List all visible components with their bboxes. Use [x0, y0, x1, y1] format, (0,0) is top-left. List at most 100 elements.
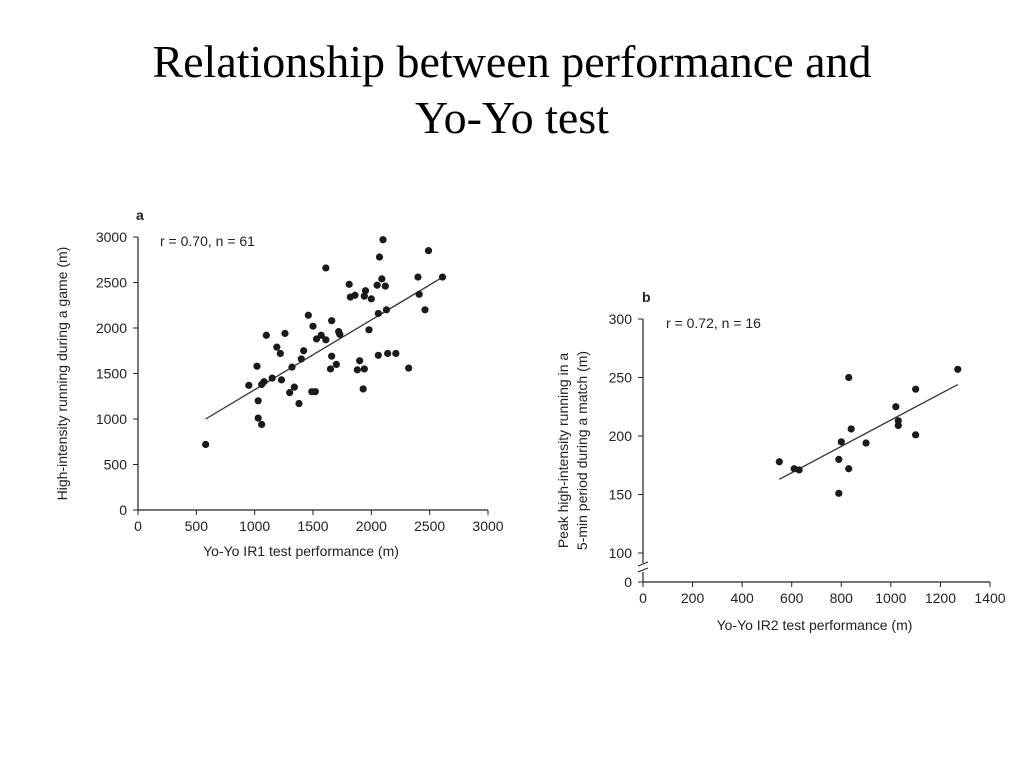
chart-a-point — [326, 365, 335, 373]
chart-a-point — [374, 351, 382, 359]
slide-title-line2: Yo-Yo test — [415, 92, 609, 143]
chart-a-point — [288, 363, 296, 371]
chart-a-x-tick-label: 500 — [185, 518, 209, 534]
chart-a-point — [300, 347, 308, 355]
chart-a-point — [202, 440, 210, 449]
chart-a-point — [367, 295, 375, 303]
chart-a-y-tick-label: 2000 — [96, 320, 127, 336]
chart-a-x-tick-label: 3000 — [472, 518, 503, 534]
chart-b-y-axis-label-line2: 5-min period during a match (m) — [574, 351, 590, 550]
chart-a-x-tick-label: 1500 — [297, 518, 328, 534]
chart-a-point — [286, 389, 294, 397]
chart-a-x-tick-label: 2000 — [356, 518, 387, 534]
slide-title-line1: Relationship between performance and — [152, 36, 872, 87]
chart-b-x-tick-label: 800 — [830, 590, 854, 606]
chart-a-point — [277, 376, 286, 384]
chart-a-y-tick-label: 500 — [104, 457, 128, 473]
chart-a-point — [373, 281, 381, 289]
chart-a-point — [309, 322, 317, 330]
chart-a-point — [276, 349, 284, 358]
chart-b-point — [845, 373, 853, 382]
chart-a-point — [273, 343, 281, 351]
chart-b-y-axis-label-line1: Peak high-intensity running in a — [555, 353, 571, 549]
chart-a-point — [268, 374, 276, 382]
chart-a-point — [392, 349, 400, 358]
chart-a-point — [360, 292, 368, 300]
chart-a-point — [351, 291, 359, 299]
chart-a-point — [295, 399, 303, 408]
chart-b-x-tick-label: 1200 — [925, 590, 956, 606]
chart-a-point — [424, 247, 433, 255]
chart-b-point — [862, 439, 870, 447]
chart-a-point — [381, 282, 389, 290]
chart-a-point — [345, 280, 353, 288]
chart-b-x-tick-label: 200 — [681, 590, 705, 606]
chart-a-point — [328, 352, 336, 360]
chart-a-point — [353, 366, 361, 374]
chart-a-point — [365, 326, 373, 334]
chart-a-point — [262, 331, 270, 339]
chart-a-point — [360, 365, 368, 373]
chart-a-point — [254, 414, 262, 422]
chart-b-point — [892, 403, 900, 411]
chart-b-annotation: r = 0.72, n = 16 — [666, 315, 761, 331]
chart-a-point — [384, 349, 392, 358]
chart-a-point — [322, 264, 330, 272]
chart-b-y-tick-label: 250 — [609, 370, 633, 386]
chart-a-y-axis-label: High-intensity running during a game (m) — [54, 247, 70, 501]
chart-a-x-tick-label: 0 — [134, 518, 142, 534]
chart-b-axis-break-mark — [637, 567, 649, 573]
chart-b-axis-break-mark — [637, 561, 649, 567]
chart-b-trendline — [779, 383, 959, 480]
chart-a-point — [290, 383, 298, 391]
chart-b-y-tick-label: 200 — [609, 428, 633, 444]
chart-a-x-tick-label: 1000 — [239, 518, 270, 534]
chart-a-point — [414, 273, 422, 281]
chart-a-point — [260, 378, 268, 386]
chart-a-point — [374, 309, 382, 318]
chart-b-point — [954, 365, 962, 373]
chart-a-point — [415, 290, 423, 298]
chart-a-point — [336, 330, 344, 338]
chart-b-point — [835, 489, 843, 497]
chart-b-point — [795, 466, 803, 474]
chart-b-point — [835, 455, 843, 463]
chart-a-point — [304, 311, 312, 319]
chart-a-y-tick-label: 2500 — [96, 275, 127, 291]
chart-b: 0 200 400 600 800 1000 1200 1400 100 150 200 250 300… — [555, 289, 1006, 633]
chart-a-trendline — [205, 277, 442, 420]
chart-b-x-tick-label: 1400 — [974, 590, 1005, 606]
chart-b-point — [894, 421, 902, 430]
chart-b-y-zero-label: 0 — [624, 574, 632, 590]
chart-a-point — [382, 306, 391, 314]
chart-a-point — [254, 397, 262, 405]
chart-a-point — [375, 253, 384, 261]
chart-b-point — [847, 425, 855, 433]
chart-a-y-tick-label: 1000 — [96, 411, 127, 427]
slide-title: Relationship between performance and Yo-… — [0, 34, 1024, 146]
chart-a-point — [332, 360, 340, 368]
chart-a-annotation: r = 0.70, n = 61 — [160, 233, 255, 249]
chart-a-point — [245, 381, 253, 389]
chart-a-point — [328, 317, 336, 325]
chart-b-x-tick-label: 600 — [780, 590, 804, 606]
chart-b-point — [775, 458, 783, 466]
chart-b-x-axis-label: Yo-Yo IR2 test performance (m) — [717, 617, 913, 633]
chart-b-y-tick-label: 150 — [609, 487, 633, 503]
chart-b-x-tick-label: 0 — [639, 590, 647, 606]
chart-a-panel-letter: a — [136, 207, 144, 223]
chart-a-point — [438, 273, 447, 281]
chart-b-point — [912, 385, 920, 393]
chart-b-point — [837, 438, 845, 446]
chart-a-point — [253, 362, 261, 370]
chart-a-point — [281, 329, 289, 338]
chart-a-point — [322, 336, 330, 344]
chart-a-point — [317, 331, 325, 339]
chart-b-point — [912, 431, 920, 439]
chart-a-point — [359, 385, 367, 393]
chart-a: 0 500 1000 1500 2000 2500 3000 0 500 1000 1500 2000… — [54, 207, 504, 559]
chart-a-x-axis-label: Yo-Yo IR1 test performance (m) — [203, 543, 399, 559]
chart-a-point — [311, 388, 319, 396]
chart-a-y-tick-label: 1500 — [96, 366, 127, 382]
